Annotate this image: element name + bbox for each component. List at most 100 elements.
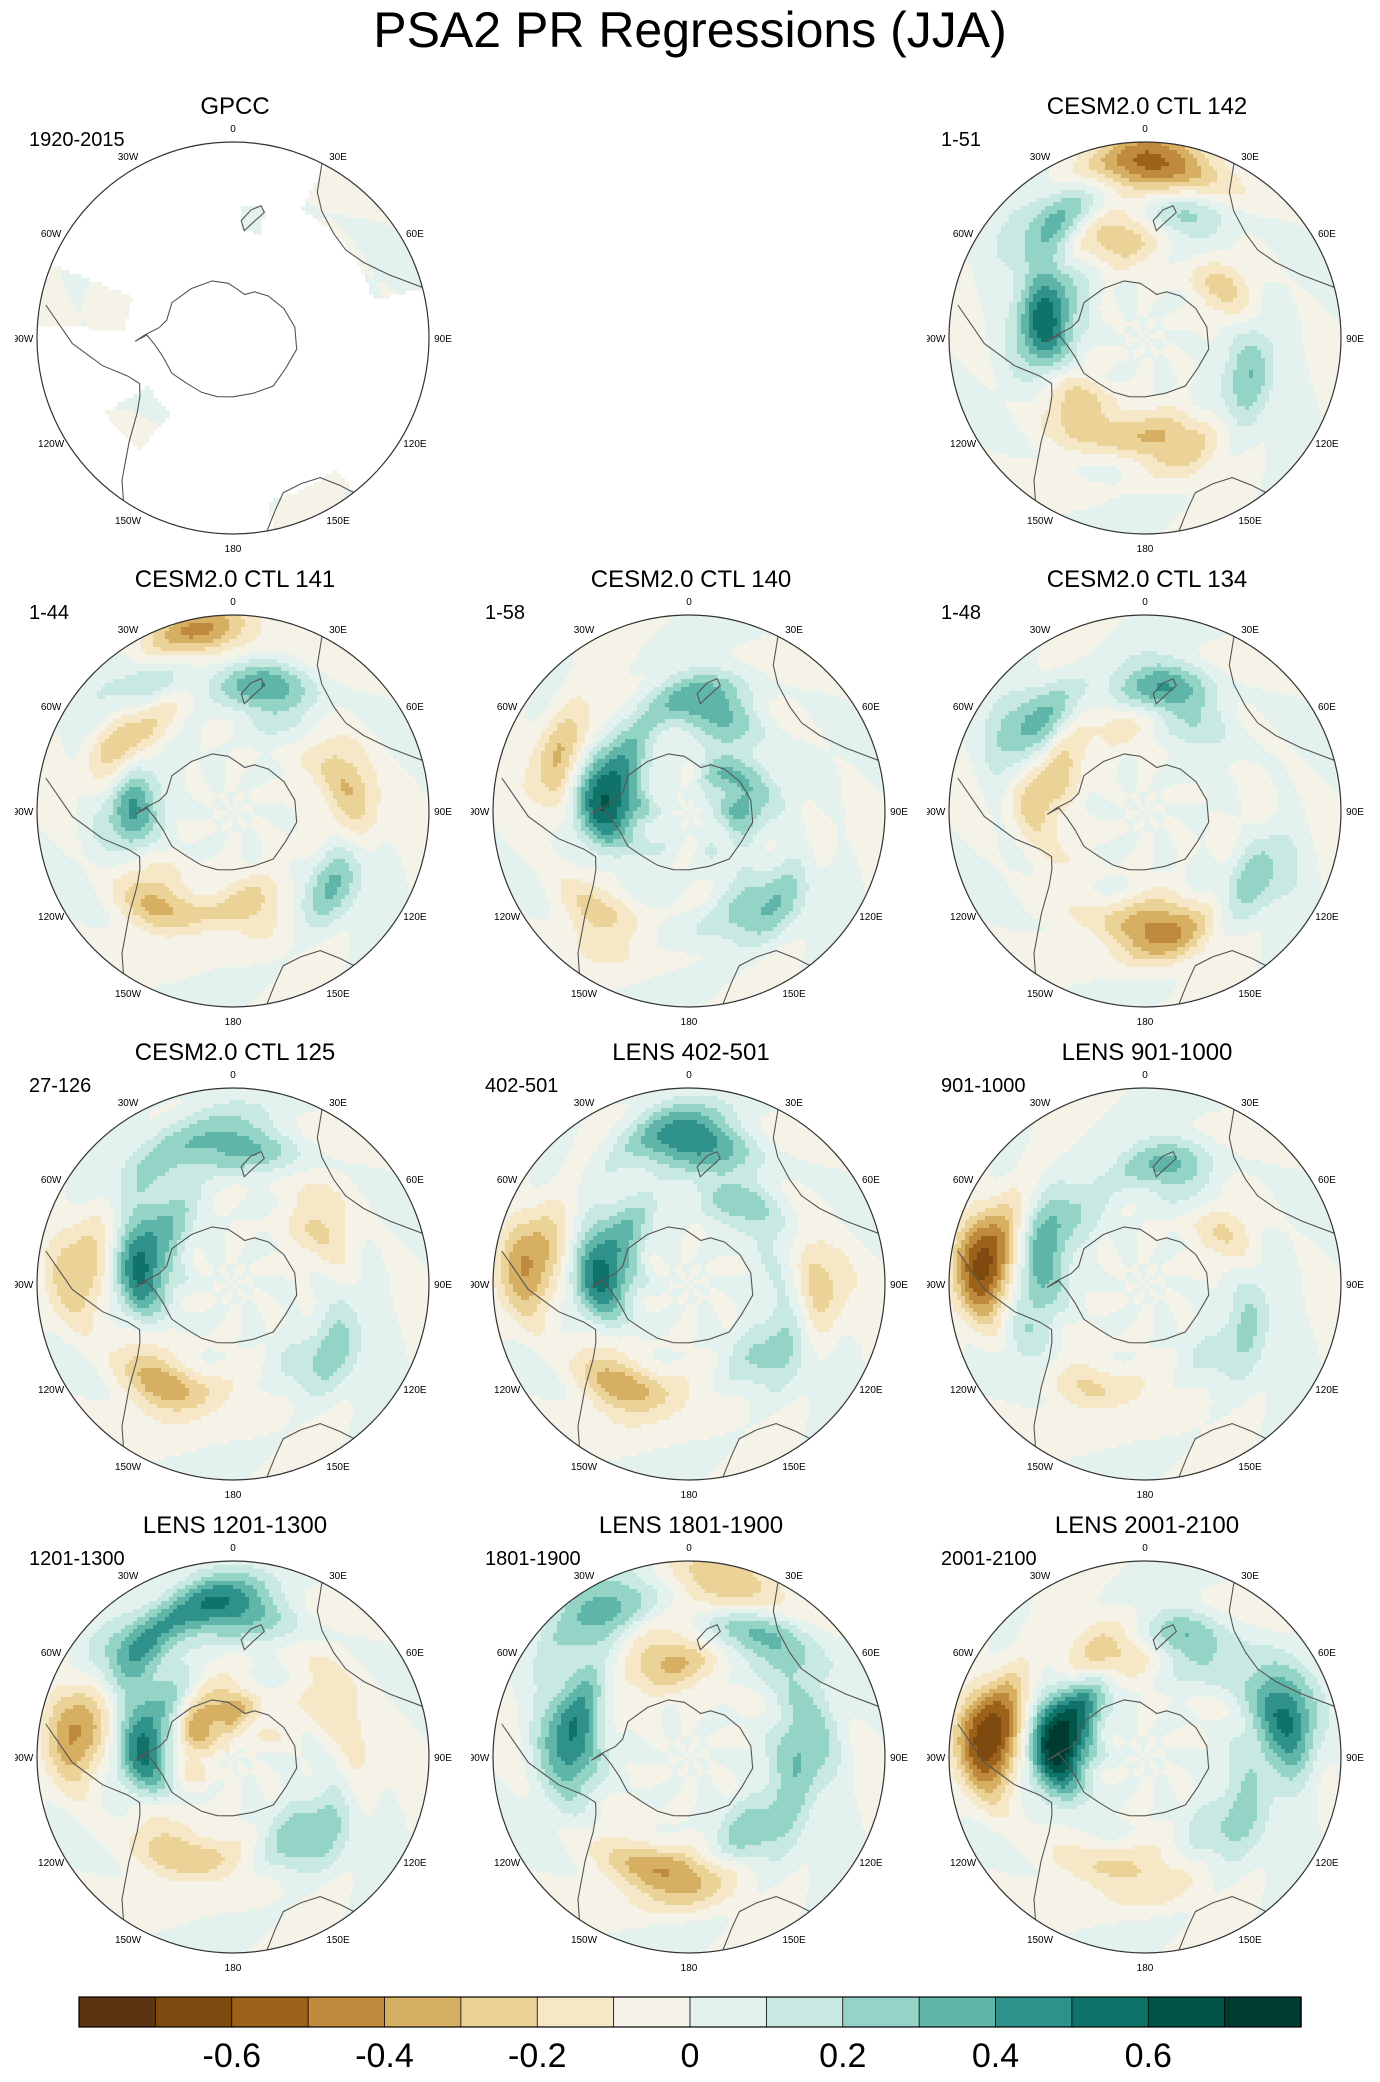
longitude-label: 90E xyxy=(1346,1753,1364,1764)
panel-title: CESM2.0 CTL 141 xyxy=(15,565,455,595)
colorbar-tick-label: 0.4 xyxy=(972,2037,1019,2075)
longitude-label: 120E xyxy=(1315,912,1339,923)
longitude-label: 30W xyxy=(1030,152,1051,163)
longitude-label: 30E xyxy=(329,152,347,163)
panel-title: CESM2.0 CTL 140 xyxy=(471,565,911,595)
longitude-label: 180 xyxy=(1137,1017,1154,1025)
longitude-label: 90W xyxy=(15,1280,34,1291)
longitude-label: 180 xyxy=(681,1017,698,1025)
longitude-label: 180 xyxy=(681,1963,698,1971)
panel-period: 1201-1300 xyxy=(29,1547,125,1571)
precip-field xyxy=(949,615,1342,1008)
longitude-label: 30W xyxy=(118,625,139,636)
longitude-label: 150W xyxy=(1027,989,1054,1000)
longitude-label: 120W xyxy=(950,1858,977,1869)
longitude-label: 90W xyxy=(15,334,34,345)
longitude-label: 120W xyxy=(38,439,65,450)
longitude-label: 150W xyxy=(115,989,142,1000)
map-panel: 0 30E 60E 90E 120E 150E 180 150W 120W 90W 60W 30W CE… xyxy=(927,565,1367,1025)
colorbar-swatch xyxy=(308,1997,385,2027)
map-panel: 0 30E 60E 90E 120E 150E 180 150W 120W 90W 60W 30W LE… xyxy=(927,1038,1367,1498)
longitude-label: 30W xyxy=(1030,625,1051,636)
colorbar-tick-label: 0 xyxy=(681,2037,700,2075)
longitude-label: 60W xyxy=(953,229,974,240)
longitude-label: 120E xyxy=(859,912,883,923)
longitude-label: 0 xyxy=(686,597,692,608)
longitude-label: 90W xyxy=(927,334,946,345)
colorbar-swatch xyxy=(919,1997,996,2027)
longitude-label: 120E xyxy=(403,912,427,923)
longitude-label: 30E xyxy=(1241,625,1259,636)
longitude-label: 120W xyxy=(494,1858,521,1869)
longitude-label: 60W xyxy=(953,702,974,713)
longitude-label: 30W xyxy=(118,1098,139,1109)
panel-title: LENS 1201-1300 xyxy=(15,1511,455,1541)
longitude-label: 180 xyxy=(225,544,242,552)
colorbar-swatch xyxy=(843,1997,920,2027)
panel-title: LENS 1801-1900 xyxy=(471,1511,911,1541)
colorbar-swatch xyxy=(1072,1997,1149,2027)
panel-title: CESM2.0 CTL 142 xyxy=(927,92,1367,122)
colorbar-swatch xyxy=(766,1997,843,2027)
longitude-label: 60E xyxy=(406,1648,424,1659)
colorbar-tick-label: 0.2 xyxy=(819,2037,866,2075)
longitude-label: 150W xyxy=(1027,1462,1054,1473)
colorbar-swatch xyxy=(1148,1997,1225,2027)
longitude-label: 150E xyxy=(326,1462,350,1473)
precip-field xyxy=(37,1561,430,1954)
longitude-label: 30E xyxy=(785,1571,803,1582)
longitude-label: 120W xyxy=(38,1385,65,1396)
longitude-label: 120W xyxy=(494,912,521,923)
longitude-label: 60E xyxy=(406,1175,424,1186)
longitude-label: 150W xyxy=(115,1935,142,1946)
longitude-label: 60W xyxy=(41,1175,62,1186)
longitude-label: 120E xyxy=(859,1385,883,1396)
longitude-label: 150W xyxy=(571,1462,598,1473)
longitude-label: 30W xyxy=(574,1571,595,1582)
longitude-label: 90E xyxy=(434,1753,452,1764)
longitude-label: 150E xyxy=(1238,1935,1262,1946)
longitude-label: 30E xyxy=(1241,1098,1259,1109)
panel-title: CESM2.0 CTL 134 xyxy=(927,565,1367,595)
precip-field xyxy=(493,1088,886,1481)
longitude-label: 60W xyxy=(497,1648,518,1659)
longitude-label: 30E xyxy=(1241,1571,1259,1582)
colorbar: -0.6 -0.4 -0.2 0 0.2 0.4 0.6 xyxy=(77,1995,1307,2077)
longitude-label: 0 xyxy=(686,1543,692,1554)
longitude-label: 30E xyxy=(329,625,347,636)
longitude-label: 30E xyxy=(329,1098,347,1109)
colorbar-swatch xyxy=(232,1997,309,2027)
colorbar-swatch xyxy=(690,1997,767,2027)
longitude-label: 90W xyxy=(471,1280,490,1291)
panel-period: 1920-2015 xyxy=(29,128,125,152)
precip-field xyxy=(949,1561,1342,1954)
precip-field xyxy=(493,1561,886,1954)
longitude-label: 150E xyxy=(326,516,350,527)
longitude-label: 120W xyxy=(950,912,977,923)
longitude-label: 150E xyxy=(782,1462,806,1473)
precip-field xyxy=(949,142,1342,535)
longitude-label: 90E xyxy=(1346,334,1364,345)
longitude-label: 120W xyxy=(950,439,977,450)
longitude-label: 90W xyxy=(15,1753,34,1764)
longitude-label: 150W xyxy=(1027,516,1054,527)
longitude-label: 90E xyxy=(434,807,452,818)
longitude-label: 180 xyxy=(681,1490,698,1498)
longitude-label: 120E xyxy=(403,1858,427,1869)
map-panel: 0 30E 60E 90E 120E 150E 180 150W 120W 90W 60W 30W CE… xyxy=(927,92,1367,552)
map-panel: 0 30E 60E 90E 120E 150E 180 150W 120W 90W 60W 30W CE… xyxy=(15,1038,455,1498)
colorbar-swatch xyxy=(385,1997,462,2027)
longitude-label: 0 xyxy=(230,1543,236,1554)
longitude-label: 90W xyxy=(15,807,34,818)
chart-title: PSA2 PR Regressions (JJA) xyxy=(0,2,1380,58)
longitude-label: 150E xyxy=(326,989,350,1000)
longitude-label: 150E xyxy=(1238,1462,1262,1473)
longitude-label: 30W xyxy=(574,625,595,636)
longitude-label: 30E xyxy=(785,1098,803,1109)
